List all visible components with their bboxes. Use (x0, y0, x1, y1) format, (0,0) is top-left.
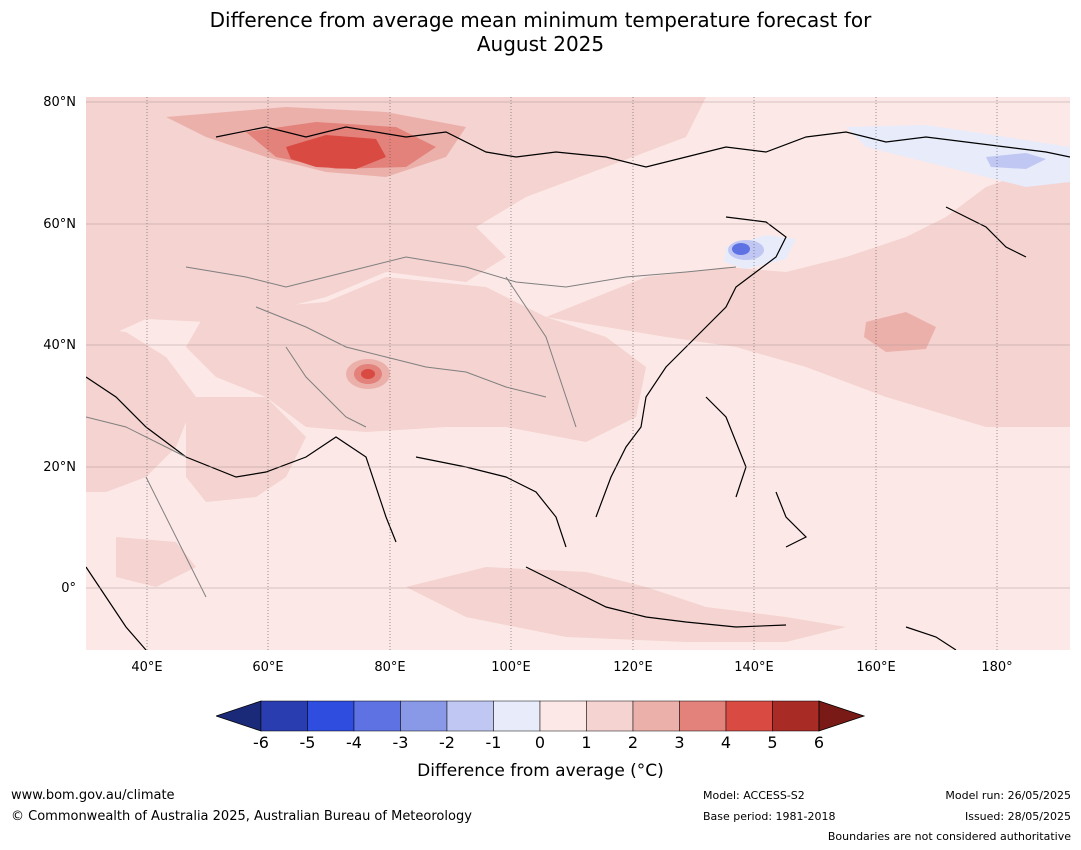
colorbar (216, 700, 866, 732)
colorbar-extend-high (818, 700, 866, 732)
lon-label-80e: 80°E (374, 660, 406, 675)
lon-label-160e: 160°E (856, 660, 896, 675)
footer-issued: Issued: 28/05/2025 (964, 810, 1071, 823)
colorbar-tick-label: -3 (392, 733, 409, 752)
lon-label-100e: 100°E (491, 660, 531, 675)
footer-disclaimer: Boundaries are not considered authoritat… (827, 830, 1071, 843)
colorbar-tick-label: 5 (767, 733, 778, 752)
title-line-2: August 2025 (476, 32, 605, 56)
lat-label-20n: 20°N (43, 460, 76, 475)
colorbar-segment (446, 700, 494, 732)
lon-label-40e: 40°E (131, 660, 163, 675)
colorbar-tick-label: -4 (346, 733, 362, 752)
colorbar-extend-low (216, 700, 262, 732)
colorbar-label: Difference from average (°C) (417, 761, 664, 781)
colorbar-segment (493, 700, 541, 732)
footer-base-period: Base period: 1981-2018 (703, 810, 836, 823)
coastlines (86, 126, 1070, 650)
colorbar-segment (400, 700, 448, 732)
boundaries (86, 256, 737, 598)
colorbar-tick-label: 6 (813, 733, 825, 752)
colorbar-tick-label: -1 (485, 733, 502, 752)
colorbar-tick-label: 1 (581, 733, 592, 752)
colorbar-segment (586, 700, 634, 732)
anomaly-map (86, 97, 1070, 650)
footer-copyright: © Commonwealth of Australia 2025, Austra… (11, 809, 472, 824)
yamal-warm-core (286, 135, 386, 169)
lon-label-180: 180° (981, 660, 1013, 675)
colorbar-tick-label: -2 (439, 733, 455, 752)
colorbar-tick-label: 0 (534, 733, 546, 752)
graticule (146, 97, 998, 650)
colorbar-segment (260, 700, 308, 732)
lat-label-60n: 60°N (43, 217, 76, 232)
title-line-1: Difference from average mean minimum tem… (209, 8, 872, 32)
lat-label-40n: 40°N (43, 338, 76, 353)
colorbar-segment (725, 700, 773, 732)
colorbar-tick-label: -6 (253, 733, 269, 752)
colorbar-tick-label: 3 (674, 733, 685, 752)
colorbar-tick-label: 2 (627, 733, 639, 752)
colorbar-segment (632, 700, 680, 732)
chart-title: Difference from average mean minimum tem… (0, 8, 1081, 56)
lon-label-120e: 120°E (613, 660, 653, 675)
colorbar-segment (353, 700, 401, 732)
lat-label-80n: 80°N (43, 95, 76, 110)
kashmir-warm-spot (346, 359, 390, 389)
lon-label-140e: 140°E (734, 660, 774, 675)
colorbar-segment (539, 700, 587, 732)
footer-model: Model: ACCESS-S2 (703, 789, 805, 802)
footer-website: www.bom.gov.au/climate (11, 788, 175, 803)
colorbar-segment (772, 700, 820, 732)
lon-label-60e: 60°E (252, 660, 284, 675)
colorbar-segment (679, 700, 727, 732)
lat-label-0: 0° (61, 581, 76, 596)
footer-model-run: Model run: 26/05/2025 (945, 789, 1071, 802)
graticule-parallels (86, 101, 1070, 589)
colorbar-tick-label: -5 (299, 733, 316, 752)
colorbar-segment (307, 700, 355, 732)
anomaly-band-1-2 (86, 97, 1070, 642)
colorbar-tick-label: 4 (720, 733, 732, 752)
